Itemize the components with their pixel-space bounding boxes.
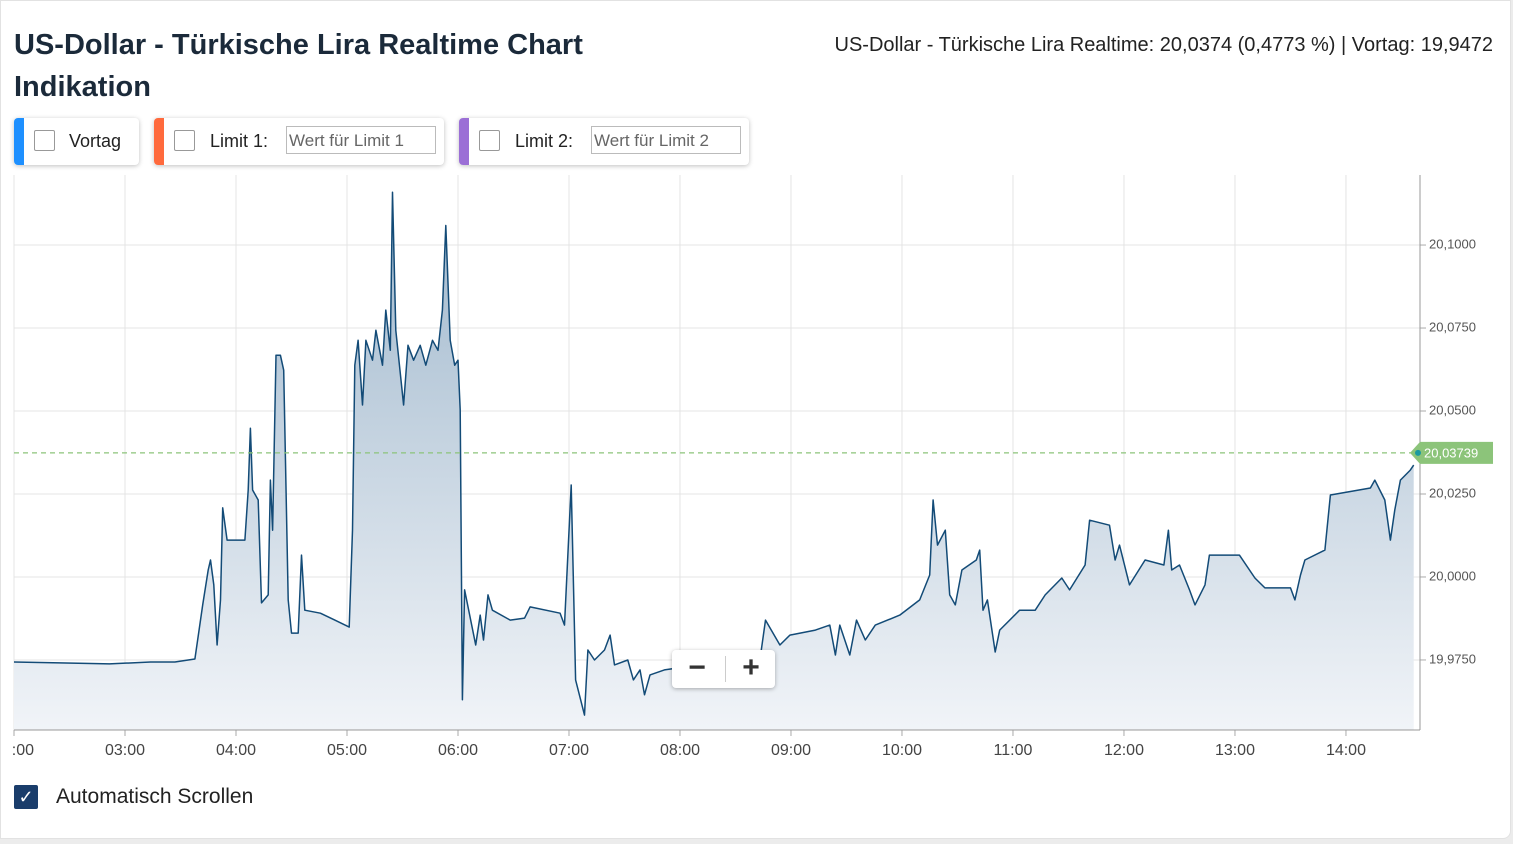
- x-tick-label: 08:00: [660, 742, 700, 759]
- x-tick-label: 12:00: [1104, 742, 1144, 759]
- y-tick-label: 20,0250: [1429, 485, 1476, 500]
- current-price-tag: 20,03739: [1410, 441, 1493, 464]
- x-tick-label: 10:00: [882, 742, 922, 759]
- x-tick-label: 06:00: [438, 742, 478, 759]
- current-price-dot: [1415, 449, 1421, 456]
- current-price-label: 20,03739: [1424, 445, 1478, 460]
- x-axis-labels: 02:00 03:00 04:00 05:00 06:00 07:00 08:00 09:00…: [0, 742, 1366, 759]
- color-bar: [14, 118, 24, 165]
- limit2-toggle: Limit 2: Wert für Limit 2: [459, 118, 749, 165]
- checkbox[interactable]: [34, 130, 55, 151]
- y-tick-label: 20,0000: [1429, 568, 1476, 583]
- x-tick-label: 04:00: [216, 742, 256, 759]
- label: Limit 2:: [515, 131, 574, 151]
- color-bar: [154, 118, 164, 165]
- zoom-out-button[interactable]: −: [688, 651, 706, 684]
- area-fill: [14, 192, 1414, 731]
- zoom-control: − +: [672, 650, 775, 688]
- checkbox[interactable]: [479, 130, 500, 151]
- x-tick-label: 07:00: [549, 742, 589, 759]
- prev-close-toggle[interactable]: Vortag: [14, 118, 139, 165]
- auto-scroll-label: Automatisch Scrollen: [56, 785, 254, 808]
- label: Limit 1:: [210, 131, 269, 151]
- color-bar: [459, 118, 469, 165]
- x-tick-label: 14:00: [1326, 742, 1366, 759]
- y-tick-label: 20,1000: [1429, 236, 1476, 251]
- x-tick-label: 05:00: [327, 742, 367, 759]
- quote: US-Dollar - Türkische Lira Realtime: 20,…: [834, 34, 1494, 56]
- x-tick-label: 11:00: [994, 742, 1033, 759]
- label: Vortag: [69, 131, 122, 151]
- tag-shape: [1410, 441, 1493, 464]
- y-tick-label: 19,9750: [1429, 651, 1476, 666]
- auto-scroll-checkbox[interactable]: ✓: [14, 785, 38, 809]
- y-tick-label: 20,0500: [1429, 402, 1476, 417]
- checkbox[interactable]: [174, 130, 195, 151]
- x-tick-label: 03:00: [105, 742, 145, 759]
- y-tick-label: 20,0750: [1429, 319, 1476, 334]
- x-tick-label: 02:00: [0, 742, 34, 759]
- limit-input[interactable]: Wert für Limit 1: [286, 126, 436, 154]
- x-tick-label: 13:00: [1215, 742, 1255, 759]
- zoom-in-button[interactable]: +: [725, 653, 776, 683]
- limit-input[interactable]: Wert für Limit 2: [591, 126, 741, 154]
- limit1-toggle: Limit 1: Wert für Limit 1: [154, 118, 444, 165]
- price-line: [13, 191, 1415, 716]
- x-tick-label: 09:00: [771, 742, 811, 759]
- title: US-Dollar - Türkische Lira Realtime Char…: [14, 29, 583, 103]
